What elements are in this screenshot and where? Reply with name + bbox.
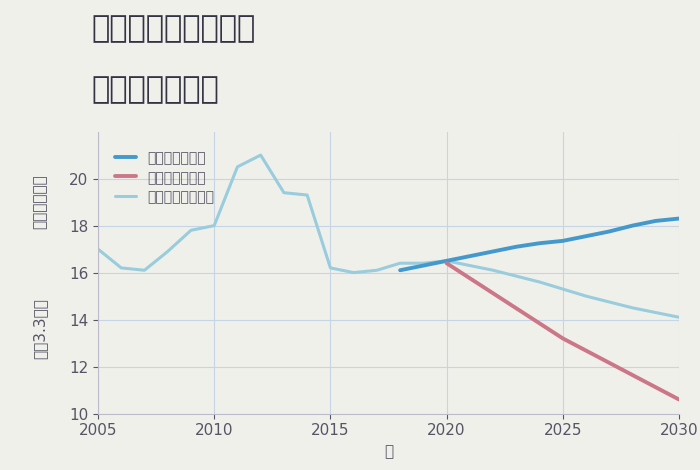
グッドシナリオ (419, 263, 428, 268)
Line: ノーマルシナリオ: ノーマルシナリオ (98, 155, 447, 273)
バッドシナリオ (442, 260, 451, 266)
ノーマルシナリオ (372, 267, 381, 273)
グッドシナリオ (652, 218, 660, 224)
グッドシナリオ (512, 244, 521, 250)
グッドシナリオ (466, 253, 474, 259)
Line: グッドシナリオ: グッドシナリオ (400, 219, 679, 270)
グッドシナリオ (442, 258, 451, 264)
ノーマルシナリオ (396, 260, 405, 266)
Line: バッドシナリオ: バッドシナリオ (447, 263, 679, 400)
グッドシナリオ (582, 233, 590, 239)
ノーマルシナリオ (419, 260, 428, 266)
ノーマルシナリオ (326, 265, 335, 271)
ノーマルシナリオ (349, 270, 358, 275)
Text: 単価（万円）: 単価（万円） (32, 175, 48, 229)
グッドシナリオ (536, 240, 544, 246)
グッドシナリオ (675, 216, 683, 221)
ノーマルシナリオ (187, 227, 195, 233)
Text: 土地の価格推移: 土地の価格推移 (91, 75, 218, 104)
Text: 坪（3.3㎡）: 坪（3.3㎡） (32, 298, 48, 360)
ノーマルシナリオ (256, 152, 265, 158)
グッドシナリオ (559, 238, 567, 243)
ノーマルシナリオ (117, 265, 125, 271)
ノーマルシナリオ (280, 190, 288, 196)
ノーマルシナリオ (210, 223, 218, 228)
ノーマルシナリオ (140, 267, 148, 273)
グッドシナリオ (629, 223, 637, 228)
Legend: グッドシナリオ, バッドシナリオ, ノーマルシナリオ: グッドシナリオ, バッドシナリオ, ノーマルシナリオ (111, 147, 218, 209)
グッドシナリオ (396, 267, 405, 273)
ノーマルシナリオ (303, 192, 312, 198)
グッドシナリオ (489, 249, 497, 254)
ノーマルシナリオ (164, 249, 172, 254)
ノーマルシナリオ (442, 258, 451, 264)
Text: 千葉県成田市大沼の: 千葉県成田市大沼の (91, 14, 256, 43)
ノーマルシナリオ (233, 164, 242, 170)
X-axis label: 年: 年 (384, 444, 393, 459)
バッドシナリオ (559, 336, 567, 341)
バッドシナリオ (675, 397, 683, 402)
ノーマルシナリオ (94, 246, 102, 252)
グッドシナリオ (605, 228, 613, 234)
